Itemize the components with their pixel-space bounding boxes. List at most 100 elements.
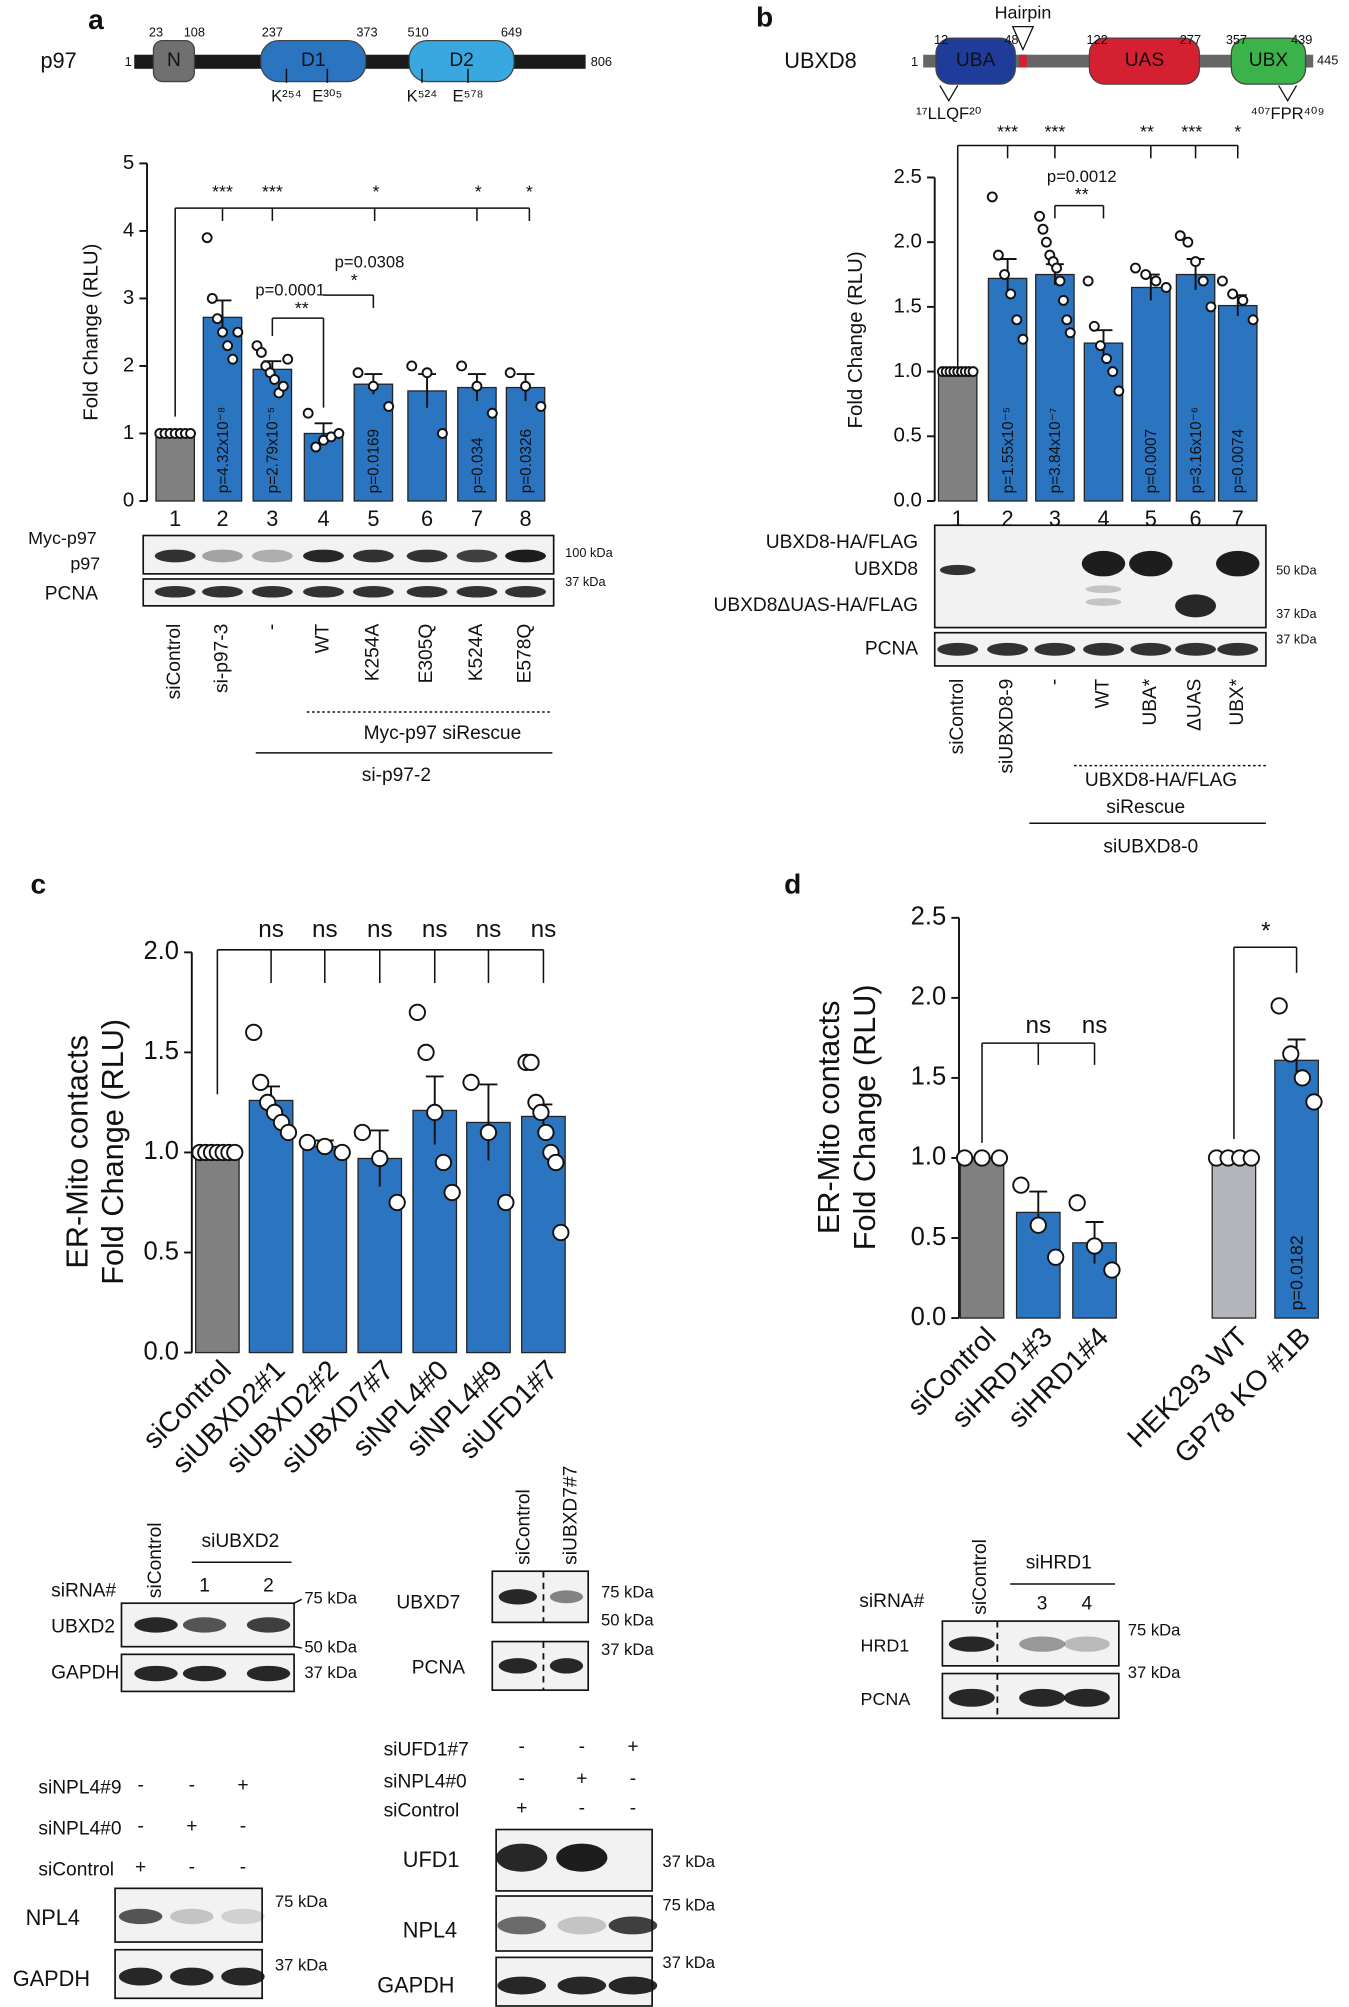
band	[1063, 1636, 1110, 1652]
lane-label: -	[1044, 679, 1065, 685]
data-point	[388, 1193, 406, 1212]
label: siHRD1	[1026, 1553, 1092, 1574]
label: D2	[449, 50, 474, 71]
data-point	[417, 1043, 435, 1062]
band	[154, 549, 196, 563]
blot-panel	[933, 524, 1267, 629]
label: -	[189, 1775, 195, 1796]
data-point	[1047, 1248, 1065, 1266]
label: siControl	[384, 1801, 460, 1822]
bar	[1035, 273, 1075, 502]
data-point	[1174, 230, 1186, 242]
label: 439	[1291, 32, 1312, 47]
label: 277	[1180, 32, 1201, 47]
data-point	[537, 1123, 555, 1142]
label: UBA	[956, 50, 996, 71]
data-point	[252, 1073, 270, 1092]
label: 1	[125, 54, 132, 69]
data-point	[479, 1123, 498, 1142]
data-point	[426, 1103, 444, 1122]
significance: *	[1234, 121, 1241, 141]
data-point	[999, 269, 1010, 280]
label: NPL4	[403, 1918, 457, 1943]
data-point	[1040, 236, 1052, 248]
data-point	[1011, 314, 1023, 326]
data-point	[282, 353, 294, 365]
data-point	[1037, 223, 1049, 235]
data-point	[486, 407, 498, 419]
data-point	[443, 1183, 461, 1202]
significance: ns	[476, 916, 502, 943]
label: +	[516, 1798, 527, 1819]
label: 122	[1086, 32, 1107, 47]
y-tick-label: 1.0	[894, 359, 922, 382]
significance: ns	[531, 916, 557, 943]
data-point	[1197, 275, 1209, 287]
data-point	[1113, 385, 1125, 397]
p-value-label: p=0.0007	[1143, 429, 1160, 493]
line	[293, 1598, 303, 1604]
band	[182, 1665, 227, 1682]
band	[202, 586, 243, 598]
band	[505, 586, 546, 598]
data-point	[990, 1149, 1009, 1167]
y-tick-label: 3	[123, 286, 134, 309]
data-point	[352, 367, 364, 379]
band	[202, 549, 243, 563]
significance: ns	[422, 916, 448, 943]
data-point	[406, 360, 418, 372]
data-point	[217, 326, 228, 338]
significance: *	[1261, 917, 1271, 944]
data-point	[1305, 1093, 1323, 1111]
y-tick-label: 0.5	[894, 424, 922, 447]
data-point	[436, 428, 448, 439]
y-tick-label: 0	[123, 488, 134, 511]
label: siUFD1#7	[384, 1739, 469, 1760]
label: 806	[591, 54, 612, 69]
label: 50 kDa	[601, 1610, 654, 1629]
label: PCNA	[412, 1657, 465, 1678]
significance: p=0.0308	[335, 253, 405, 272]
label: -	[630, 1798, 636, 1819]
data-point	[497, 1193, 515, 1212]
x-tick-label: 2	[216, 506, 228, 531]
band	[1019, 1688, 1066, 1707]
label: 4	[1082, 1594, 1093, 1615]
significance: **	[1140, 121, 1154, 141]
band	[557, 1976, 607, 1995]
label: HRD1	[861, 1635, 910, 1655]
label: 2	[263, 1576, 274, 1597]
label: siControl	[970, 1539, 991, 1615]
x-tick-label: 4	[317, 506, 329, 531]
label: si-p97-2	[362, 765, 431, 786]
lane-label: -	[261, 624, 282, 630]
data-point	[992, 249, 1004, 261]
y-tick-label: 2.0	[894, 230, 922, 253]
data-point	[1005, 288, 1017, 300]
data-point	[1034, 210, 1045, 222]
y-tick-label: 0.5	[143, 1237, 179, 1265]
band	[1175, 642, 1217, 656]
data-point	[462, 1073, 480, 1092]
label: siControl	[145, 1522, 166, 1598]
y-tick-label: 1.0	[143, 1137, 179, 1165]
band	[251, 549, 293, 563]
band	[456, 549, 498, 563]
data-point	[504, 367, 516, 379]
lane-label: WT	[1093, 678, 1114, 708]
y-tick-label: 2.0	[143, 937, 179, 965]
label: siRNA#	[859, 1591, 924, 1612]
y-tick-label: 4	[123, 218, 134, 241]
band	[118, 1967, 163, 1986]
label: 75 kDa	[601, 1582, 654, 1601]
data-point	[1130, 262, 1141, 274]
data-point	[1057, 294, 1069, 306]
band	[498, 1658, 538, 1674]
data-point	[371, 1149, 389, 1168]
y-tick-label: 1.5	[143, 1037, 179, 1065]
label: -	[137, 1816, 143, 1837]
label: 37 kDa	[601, 1640, 654, 1659]
label: 50 kDa	[1276, 563, 1317, 578]
band	[1216, 550, 1260, 577]
label: PCNA	[865, 638, 918, 659]
